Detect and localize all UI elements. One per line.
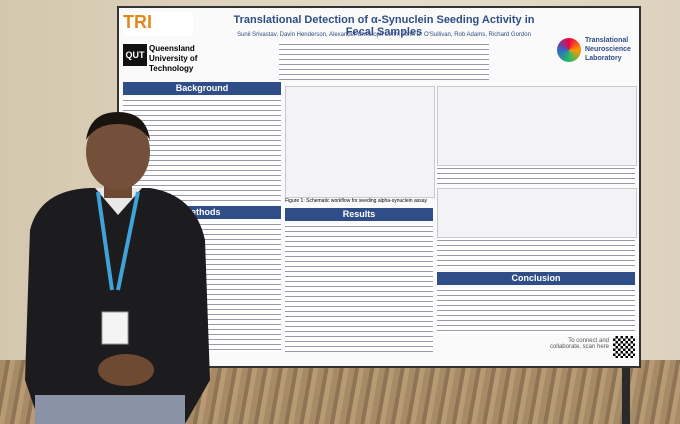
- body-text: [437, 288, 635, 334]
- hands: [98, 354, 154, 386]
- lab-name: Translational Neuroscience Laboratory: [585, 37, 631, 62]
- qr-code: [613, 336, 635, 358]
- caption-text: [437, 166, 635, 184]
- footer-note: To connect and collaborate, scan here: [549, 338, 609, 350]
- tri-logo: TRI: [123, 12, 193, 36]
- figure: [285, 86, 435, 198]
- section-header: Conclusion: [437, 272, 635, 285]
- lab-logo-icon: [557, 38, 581, 62]
- poster-title: Translational Detection of α-Synuclein S…: [233, 14, 535, 38]
- authors: Sunil Srivastav, Davin Henderson, Alexan…: [237, 32, 531, 38]
- caption-text: [437, 238, 635, 268]
- sweater: [25, 188, 210, 424]
- figure-caption: Figure 1: Schematic workflow for seeding…: [285, 198, 428, 204]
- section-header: Background: [123, 82, 281, 95]
- badge: [101, 311, 129, 345]
- qut-logo: QUT: [123, 44, 147, 66]
- qut-name: Queensland University of Technology: [149, 44, 198, 73]
- head: [86, 114, 150, 190]
- trousers: [35, 395, 185, 424]
- lanyard: [96, 191, 140, 291]
- section-header: Results: [285, 208, 433, 221]
- figure: [437, 188, 637, 238]
- affiliations: [279, 42, 489, 80]
- hair: [86, 112, 150, 140]
- figure: [437, 86, 637, 166]
- body-text: [285, 224, 433, 352]
